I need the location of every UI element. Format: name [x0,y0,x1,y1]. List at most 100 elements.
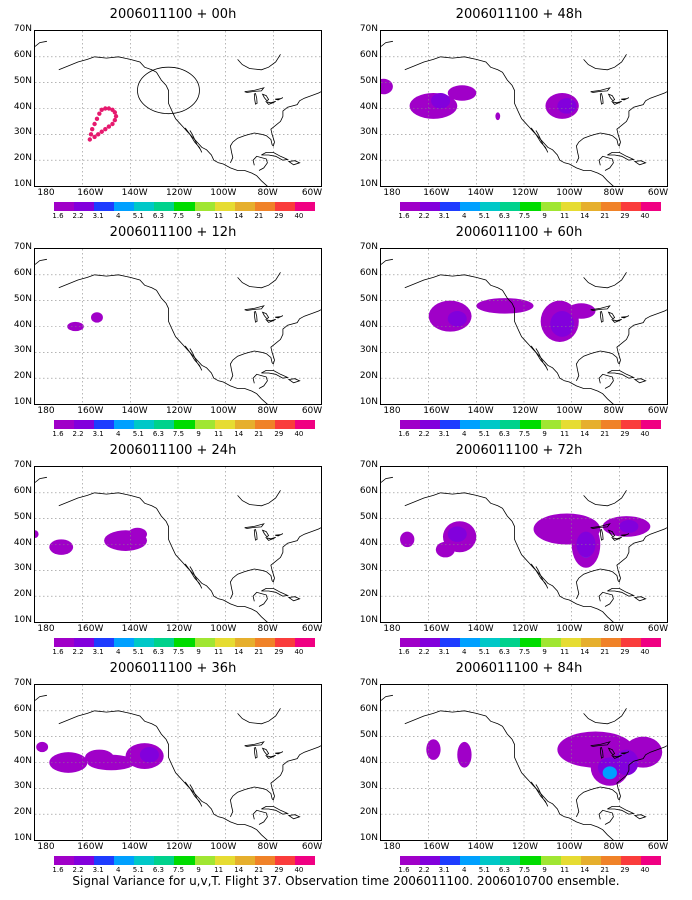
latitude-label: 10N [13,615,32,625]
colorbar-label: 2.2 [418,212,430,220]
longitude-label: 140W [467,406,494,416]
baja-california-outline [184,127,203,153]
colorbar-label: 21 [254,648,264,656]
latitude-label: 20N [359,807,378,818]
longitude-label: 80W [603,406,624,416]
alaska-peninsula-outline [404,710,441,725]
colorbar-swatch [580,420,601,429]
colorbar-swatch [420,638,441,647]
coastline-east [575,745,667,817]
colorbar-swatch [640,202,662,211]
colorbar-label: 29 [274,430,284,438]
colorbar-swatch [174,638,195,647]
colorbar-label: 29 [620,212,630,220]
flight-track-point [106,124,112,129]
latitude-label: 30N [13,127,32,138]
latitude-label: 50N [13,729,32,740]
latitude-label: 70N [13,678,32,688]
colorbar-label: 4 [462,430,467,438]
latitude-label: 60N [13,703,32,714]
flight-track-point [97,111,102,116]
colorbar-swatch [214,420,235,429]
latitude-label: 50N [13,293,32,304]
flight-track-point [90,126,95,132]
colorbar-swatch [620,638,641,647]
panel-title: 2006011100 + 24h [109,443,237,458]
colorbar-label: 7.5 [172,648,185,656]
latitude-label: 50N [13,511,32,522]
latitude-label: 30N [359,127,378,138]
great-lake-outline [253,746,258,759]
latitude-label: 40N [13,537,32,548]
hispaniola-outline [287,160,301,166]
colorbar-label: 29 [620,430,630,438]
great-lake-outline [244,523,265,529]
colorbar-swatch [114,638,135,647]
colorbar-swatch [640,856,662,865]
colorbar-label: 7.5 [518,212,531,220]
longitude-label: 100W [556,188,583,198]
yucatan-outline [598,373,614,389]
colorbar-label: 5.1 [132,212,144,220]
latitude-label: 60N [13,267,32,278]
cuba-outline [607,806,635,815]
colorbar-label: 5.1 [132,430,144,438]
colorbar-swatch [94,856,115,865]
map-canvas [381,467,667,622]
longitude-label: 140W [121,624,148,634]
colorbar-label: 3.1 [92,212,104,220]
great-lake-outline [275,751,284,755]
latitude-label: 20N [13,153,32,164]
variance-contour [557,98,577,114]
colorbar-label: 6.3 [498,212,510,220]
colorbar-swatch [500,638,521,647]
colorbar-label: 6.3 [498,866,510,874]
colorbar-swatch [254,202,275,211]
flight-track-point [95,132,101,137]
variance-contour [476,298,534,314]
colorbar-swatch [134,202,155,211]
longitude-label: 100W [210,624,237,634]
colorbar-label: 5.1 [132,866,144,874]
latitude-label: 70N [13,460,32,470]
colorbar-swatch [540,856,561,865]
colorbar-label: 40 [640,866,650,874]
map-panel: 2006011100 + 36h 70N 60N 50N 40N 30N 20N 10N 18… [0,654,346,874]
colorbar-swatch [580,202,601,211]
hispaniola-outline [633,160,647,166]
colorbar-swatch [440,420,461,429]
colorbar-label: 40 [294,212,304,220]
colorbar-label: 2.2 [418,430,430,438]
colorbar-swatch [194,856,215,865]
colorbar-label: 2.2 [418,648,430,656]
siberia-coast-outline [381,476,393,483]
great-lake-outline [621,533,630,537]
colorbar [54,638,316,647]
great-lake-outline [244,305,265,311]
siberia-coast-outline [381,258,393,265]
map-panel: 2006011100 + 48h 70N 60N 50N 40N 30N 20N 10N 18… [346,0,692,220]
baja-california-outline [530,345,549,371]
variance-contour [550,311,575,337]
great-lake-outline [621,97,630,101]
panel-title: 2006011100 + 48h [455,7,583,22]
colorbar-label: 9 [542,430,547,438]
colorbar-swatch [74,638,95,647]
colorbar-label: 9 [196,866,201,874]
colorbar-label: 7.5 [518,866,531,874]
colorbar-label: 2.2 [72,212,84,220]
longitude-label: 160W [423,406,450,416]
colorbar-label: 1.6 [52,430,64,438]
colorbar-swatch [154,638,175,647]
colorbar-swatch [194,420,215,429]
hudson-bay-outline [237,708,281,725]
longitude-label: 180 [37,406,55,416]
longitude-label: 60W [647,624,669,634]
coastline-east [575,309,667,381]
colorbar-swatch [420,202,441,211]
colorbar-label: 29 [620,648,630,656]
longitude-label: 120W [511,624,539,634]
colorbar-label: 11 [560,648,570,656]
colorbar-swatch [500,202,521,211]
colorbar-label: 11 [560,212,570,220]
